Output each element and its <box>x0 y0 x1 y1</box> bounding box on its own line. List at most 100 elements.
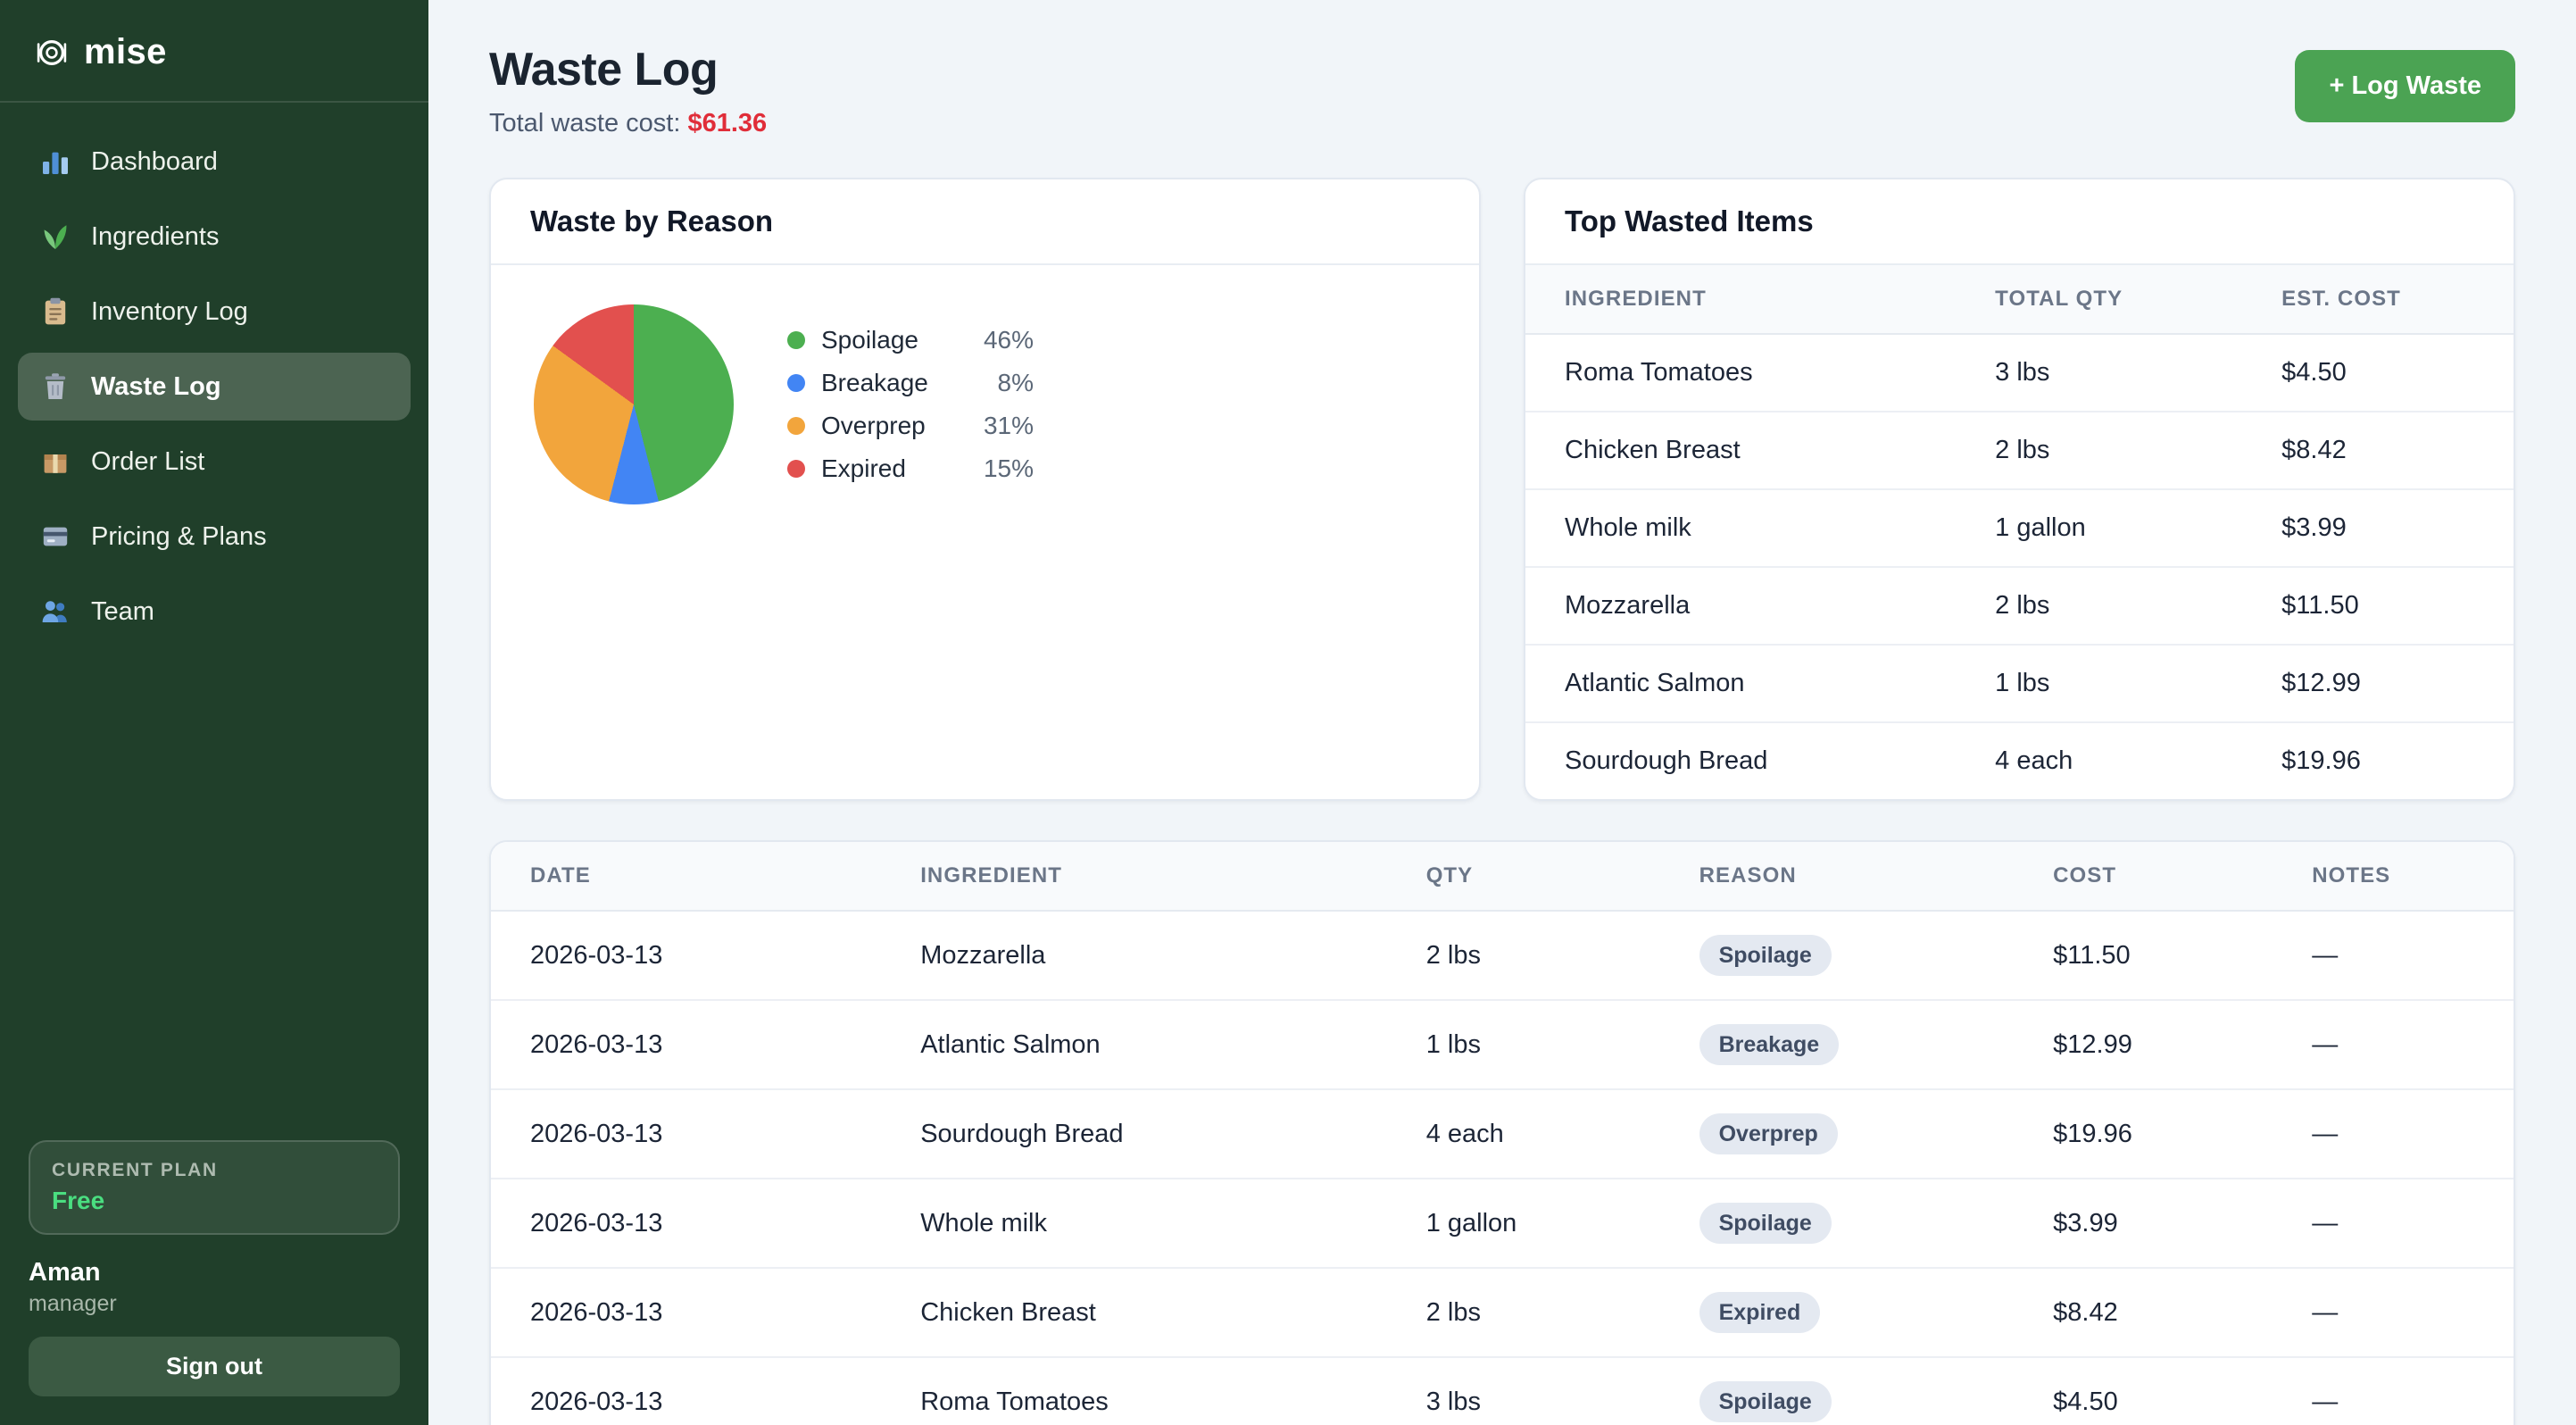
cell-qty: 2 lbs <box>1970 412 2257 490</box>
current-plan-card: CURRENT PLAN Free <box>29 1140 400 1235</box>
main-content: Waste Log Total waste cost: $61.36 + Log… <box>428 0 2576 1425</box>
cell-ingredient: Whole milk <box>1525 489 1971 568</box>
cell-cost: $19.96 <box>2028 1089 2288 1179</box>
waste-log-table-card: DATE INGREDIENT QTY REASON COST NOTES 20… <box>489 840 2515 1425</box>
sidebar-item-label: Pricing & Plans <box>91 521 267 551</box>
cell-notes: — <box>2287 1179 2514 1269</box>
reason-badge: Overprep <box>1699 1113 1838 1154</box>
pricing-icon <box>39 521 71 553</box>
sidebar-item-waste-log[interactable]: Waste Log <box>18 353 411 421</box>
cell-cost: $11.50 <box>2256 567 2514 646</box>
table-row: 2026-03-13 Roma Tomatoes 3 lbs Spoilage … <box>491 1357 2514 1425</box>
waste-log-table: DATE INGREDIENT QTY REASON COST NOTES 20… <box>491 842 2514 1425</box>
column-header: NOTES <box>2287 842 2514 912</box>
legend-label: Expired <box>821 454 906 482</box>
log-waste-button[interactable]: + Log Waste <box>2295 50 2515 122</box>
column-header: DATE <box>491 842 896 912</box>
reason-badge: Spoilage <box>1699 935 1832 976</box>
sidebar-item-label: Waste Log <box>91 371 221 401</box>
sidebar-item-label: Ingredients <box>91 221 220 251</box>
plate-utensils-icon <box>36 37 68 69</box>
table-header-row: INGREDIENT TOTAL QTY EST. COST <box>1525 265 2514 335</box>
cell-reason: Breakage <box>1674 1000 2029 1090</box>
sidebar-item-team[interactable]: Team <box>18 578 411 646</box>
top-wasted-items-card: Top Wasted Items INGREDIENT TOTAL QTY ES… <box>1524 178 2515 801</box>
legend-label: Overprep <box>821 412 926 439</box>
sidebar-item-pricing[interactable]: Pricing & Plans <box>18 503 411 571</box>
cell-notes: — <box>2287 911 2514 1001</box>
waste-by-reason-card: Waste by Reason Spoilage 46% Breakage 8% <box>489 178 1481 801</box>
sidebar-item-label: Inventory Log <box>91 296 248 326</box>
brand-name: mise <box>84 32 167 71</box>
reason-badge: Breakage <box>1699 1024 1840 1065</box>
sidebar-item-label: Team <box>91 596 154 626</box>
waste-log-icon <box>39 371 71 403</box>
cell-qty: 2 lbs <box>1400 911 1674 1001</box>
cell-date: 2026-03-13 <box>491 1089 896 1179</box>
cell-reason: Overprep <box>1674 1089 2029 1179</box>
top-wasted-items-table: INGREDIENT TOTAL QTY EST. COST Roma Toma… <box>1525 265 2514 799</box>
legend-item: Overprep 31% <box>787 412 1034 440</box>
cell-ingredient: Atlantic Salmon <box>895 1000 1401 1090</box>
cell-date: 2026-03-13 <box>491 911 896 1001</box>
current-plan-label: CURRENT PLAN <box>52 1160 218 1180</box>
legend-value: 15% <box>983 454 1034 482</box>
waste-by-reason-body: Spoilage 46% Breakage 8% Overprep 31% <box>491 265 1479 540</box>
cell-ingredient: Mozzarella <box>895 911 1401 1001</box>
user-role: manager <box>29 1291 117 1316</box>
cell-reason: Spoilage <box>1674 1357 2029 1425</box>
table-row: 2026-03-13 Chicken Breast 2 lbs Expired … <box>491 1268 2514 1358</box>
reason-badge: Spoilage <box>1699 1381 1832 1422</box>
brand: mise <box>0 0 428 103</box>
reason-badge: Expired <box>1699 1292 1821 1333</box>
top-wasted-items-title: Top Wasted Items <box>1525 179 2514 265</box>
sidebar-item-label: Order List <box>91 446 205 476</box>
inventory-log-icon <box>39 296 71 328</box>
table-row: Whole milk 1 gallon $3.99 <box>1525 489 2514 568</box>
sidebar-nav: Dashboard Ingredients <box>0 103 428 671</box>
cell-qty: 1 gallon <box>1970 489 2257 568</box>
cell-cost: $3.99 <box>2256 489 2514 568</box>
table-row: 2026-03-13 Mozzarella 2 lbs Spoilage $11… <box>491 911 2514 1001</box>
table-row: Chicken Breast 2 lbs $8.42 <box>1525 412 2514 490</box>
column-header: REASON <box>1674 842 2029 912</box>
cell-cost: $8.42 <box>2256 412 2514 490</box>
legend-item: Spoilage 46% <box>787 326 1034 354</box>
cell-reason: Spoilage <box>1674 911 2029 1001</box>
cell-qty: 3 lbs <box>1970 334 2257 412</box>
sidebar-item-dashboard[interactable]: Dashboard <box>18 128 411 196</box>
legend-label: Spoilage <box>821 326 918 354</box>
legend-value: 31% <box>983 412 1034 439</box>
cell-notes: — <box>2287 1089 2514 1179</box>
cell-ingredient: Sourdough Bread <box>895 1089 1401 1179</box>
column-header: COST <box>2028 842 2288 912</box>
legend-item: Expired 15% <box>787 454 1034 483</box>
pie-legend: Spoilage 46% Breakage 8% Overprep 31% <box>787 326 1034 483</box>
cell-ingredient: Chicken Breast <box>895 1268 1401 1358</box>
table-row: 2026-03-13 Sourdough Bread 4 each Overpr… <box>491 1089 2514 1179</box>
table-header-row: DATE INGREDIENT QTY REASON COST NOTES <box>491 842 2514 912</box>
cell-ingredient: Roma Tomatoes <box>920 1387 1109 1416</box>
cell-cost: $8.42 <box>2028 1268 2288 1358</box>
table-row: Sourdough Bread 4 each $19.96 <box>1525 722 2514 799</box>
sidebar-item-inventory-log[interactable]: Inventory Log <box>18 278 411 346</box>
table-row: Atlantic Salmon 1 lbs $12.99 <box>1525 645 2514 723</box>
cell-reason: Expired <box>1674 1268 2029 1358</box>
sidebar-item-order-list[interactable]: Order List <box>18 428 411 496</box>
cell-notes: — <box>2287 1268 2514 1358</box>
sign-out-button[interactable]: Sign out <box>29 1337 400 1396</box>
cell-cost: $12.99 <box>2256 645 2514 723</box>
cell-reason: Spoilage <box>1674 1179 2029 1269</box>
cell-qty: 3 lbs <box>1425 1387 1481 1416</box>
sidebar-item-ingredients[interactable]: Ingredients <box>18 203 411 271</box>
ingredients-icon <box>39 221 71 253</box>
total-waste-subtitle: Total waste cost: $61.36 <box>489 109 767 138</box>
cell-notes: — <box>2287 1000 2514 1090</box>
cell-qty: 2 lbs <box>1970 567 2257 646</box>
cell-cost: $19.96 <box>2281 746 2361 775</box>
cell-ingredient: Whole milk <box>895 1179 1401 1269</box>
table-row: Mozzarella 2 lbs $11.50 <box>1525 567 2514 646</box>
column-header: INGREDIENT <box>895 842 1401 912</box>
cell-cost: $12.99 <box>2028 1000 2288 1090</box>
